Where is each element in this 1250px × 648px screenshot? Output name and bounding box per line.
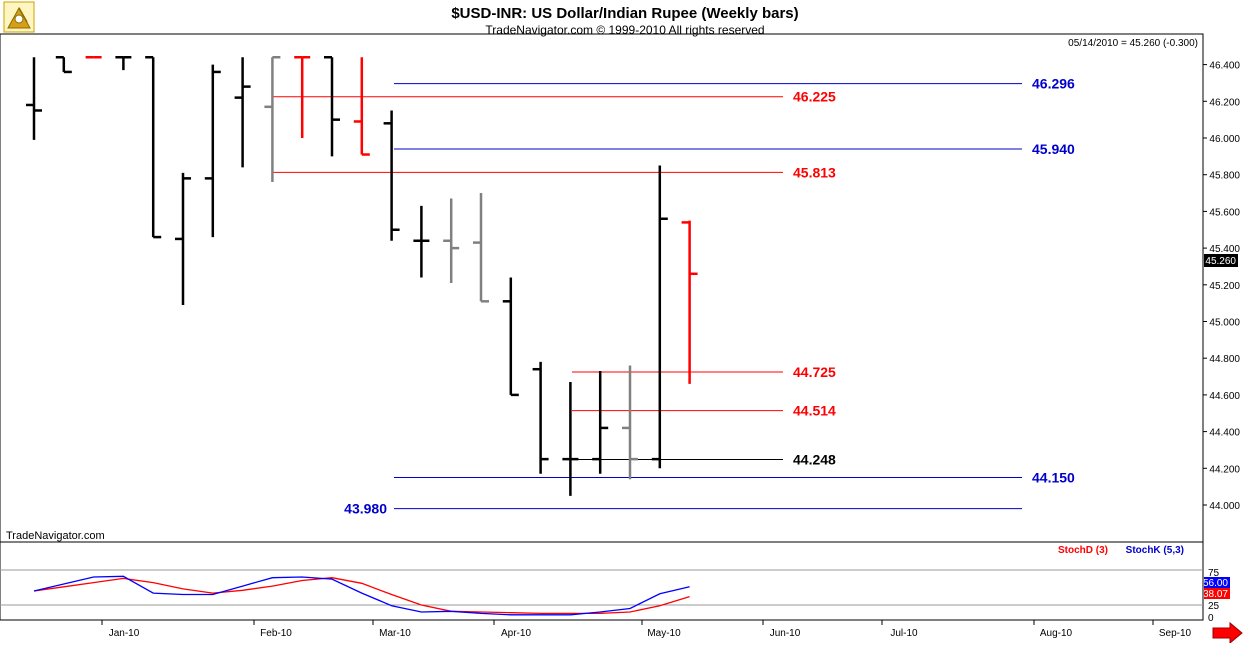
stoch-k-tag: 56.00	[1203, 577, 1230, 589]
price-axis: 44.000 44.200 44.400 44.600 44.800 45.000 45.2…	[1203, 61, 1240, 512]
level-label: 44.150	[1032, 469, 1075, 485]
ohlc-bar	[55, 56, 72, 74]
time-tick-label: Feb-10	[260, 628, 292, 639]
time-tick-label: Jun-10	[770, 628, 801, 639]
ohlc-bar	[622, 365, 638, 480]
copyright-text: TradeNavigator.com © 1999-2010 All right…	[485, 23, 764, 37]
time-tick-label: Jul-10	[890, 628, 918, 639]
price-tick-label: 45.400	[1209, 244, 1240, 255]
last-price-value: 45.260	[1205, 256, 1236, 267]
stoch-k-value: 56.00	[1203, 578, 1228, 589]
ohlc-bar	[681, 220, 698, 384]
price-tick-label: 45.800	[1209, 171, 1240, 182]
ohlc-bar	[264, 56, 281, 183]
stoch-tick-75: 75	[1208, 568, 1220, 579]
watermark: TradeNavigator.com	[6, 530, 105, 542]
ohlc-bars	[26, 56, 698, 496]
stoch-d-value: 38.07	[1203, 589, 1228, 600]
level-label: 45.940	[1032, 141, 1075, 157]
stoch-k-legend: StochK (5,3)	[1126, 545, 1184, 556]
time-tick-label: May-10	[647, 628, 681, 639]
trade-navigator-sextant-icon	[3, 1, 35, 33]
stochastic-lines	[33, 575, 690, 616]
time-tick-label: Sep-10	[1159, 628, 1192, 639]
ohlc-bar	[592, 371, 609, 474]
level-label: 44.514	[793, 403, 836, 419]
price-tick-label: 46.200	[1209, 97, 1240, 108]
time-axis: Jan-10 Feb-10 Mar-10 Apr-10 May-10 Jun-10 Jul-…	[101, 620, 1192, 639]
support-resistance-levels: 46.296 46.225 45.940 45.813 44.725 44.514 44.2…	[272, 76, 1075, 517]
level-label: 46.225	[793, 89, 836, 105]
price-tick-label: 45.200	[1209, 281, 1240, 292]
scroll-right-arrow-icon[interactable]	[1212, 621, 1243, 645]
stoch-k-line	[33, 575, 690, 616]
ohlc-bar	[562, 382, 579, 496]
ohlc-bar	[145, 56, 162, 239]
ohlc-bar	[204, 64, 221, 238]
price-tick-label: 44.400	[1209, 428, 1240, 439]
ohlc-bar	[502, 277, 519, 397]
price-tick-label: 46.000	[1209, 134, 1240, 145]
last-info: 05/14/2010 = 45.260 (-0.300)	[1068, 38, 1198, 49]
stoch-panel-frame	[0, 541, 1204, 621]
ohlc-bar	[383, 110, 400, 241]
ohlc-bar	[413, 205, 430, 278]
ohlc-bar	[115, 56, 132, 71]
price-tick-label: 44.200	[1209, 464, 1240, 475]
ohlc-bar	[175, 172, 191, 305]
ohlc-bar	[532, 361, 549, 474]
price-tick-label: 44.600	[1209, 391, 1240, 402]
price-tick-label: 45.000	[1209, 318, 1240, 329]
ohlc-bar	[324, 56, 340, 157]
level-label: 44.725	[793, 364, 836, 380]
stoch-tick-25: 25	[1208, 601, 1220, 612]
ohlc-bar	[473, 193, 489, 303]
time-tick-label: Mar-10	[379, 628, 411, 639]
ohlc-bar	[234, 57, 251, 168]
price-tick-label: 44.800	[1209, 354, 1240, 365]
time-tick-label: Apr-10	[501, 628, 531, 639]
ohlc-bar	[294, 56, 311, 138]
time-tick-label: Aug-10	[1040, 628, 1073, 639]
level-label: 44.248	[793, 451, 836, 467]
logo	[3, 1, 35, 33]
stoch-d-tag: 38.07	[1203, 588, 1230, 600]
last-price-tag: 45.260	[1204, 254, 1238, 267]
ohlc-bar	[651, 165, 668, 469]
ohlc-bar	[26, 57, 42, 140]
price-tick-label: 44.000	[1209, 501, 1240, 512]
chart-title: $USD-INR: US Dollar/Indian Rupee (Weekly…	[451, 5, 798, 22]
level-label: 46.296	[1032, 76, 1075, 92]
price-panel-frame	[0, 33, 1204, 543]
level-label: 45.813	[793, 164, 836, 180]
time-tick-label: Jan-10	[109, 628, 140, 639]
price-tick-label: 46.400	[1209, 61, 1240, 72]
ohlc-bar	[443, 198, 460, 283]
ohlc-bar	[353, 57, 370, 156]
price-tick-label: 45.600	[1209, 207, 1240, 218]
level-label: 43.980	[344, 501, 387, 517]
stoch-tick-0: 0	[1208, 613, 1214, 624]
stoch-d-legend: StochD (3)	[1058, 545, 1108, 556]
